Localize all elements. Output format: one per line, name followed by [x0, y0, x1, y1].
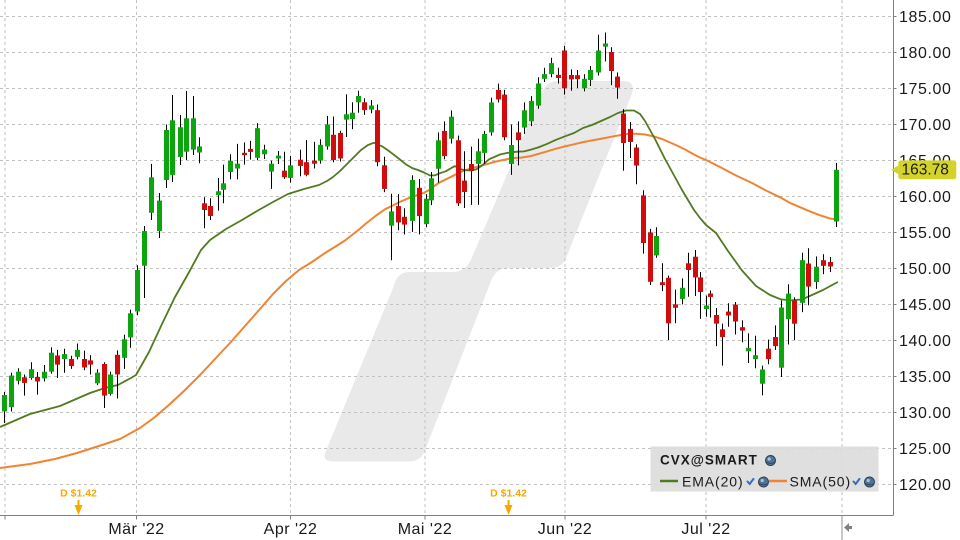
svg-text:170.00: 170.00	[899, 117, 952, 134]
svg-text:Jun '22: Jun '22	[538, 521, 593, 538]
svg-text:135.00: 135.00	[899, 369, 952, 386]
svg-text:145.00: 145.00	[899, 297, 952, 314]
svg-text:125.00: 125.00	[899, 441, 952, 458]
svg-text:D $1.42: D $1.42	[60, 488, 97, 500]
svg-text:SMA(50): SMA(50)	[790, 474, 852, 490]
svg-text:185.00: 185.00	[899, 9, 952, 26]
svg-text:CVX@SMART: CVX@SMART	[660, 453, 758, 468]
svg-text:150.00: 150.00	[899, 261, 952, 278]
svg-text:EMA(20): EMA(20)	[682, 474, 744, 490]
svg-text:180.00: 180.00	[899, 45, 952, 62]
svg-text:Jul '22: Jul '22	[681, 521, 730, 538]
svg-text:Apr '22: Apr '22	[264, 521, 318, 538]
svg-text:175.00: 175.00	[899, 81, 952, 98]
svg-text:Mär '22: Mär '22	[108, 521, 164, 538]
svg-text:160.00: 160.00	[899, 189, 952, 206]
svg-text:D $1.42: D $1.42	[490, 488, 527, 500]
svg-text:120.00: 120.00	[899, 477, 952, 494]
svg-text:163.78: 163.78	[902, 162, 949, 179]
svg-text:155.00: 155.00	[899, 225, 952, 242]
svg-text:130.00: 130.00	[899, 405, 952, 422]
svg-text:Mai '22: Mai '22	[398, 521, 453, 538]
svg-text:140.00: 140.00	[899, 333, 952, 350]
